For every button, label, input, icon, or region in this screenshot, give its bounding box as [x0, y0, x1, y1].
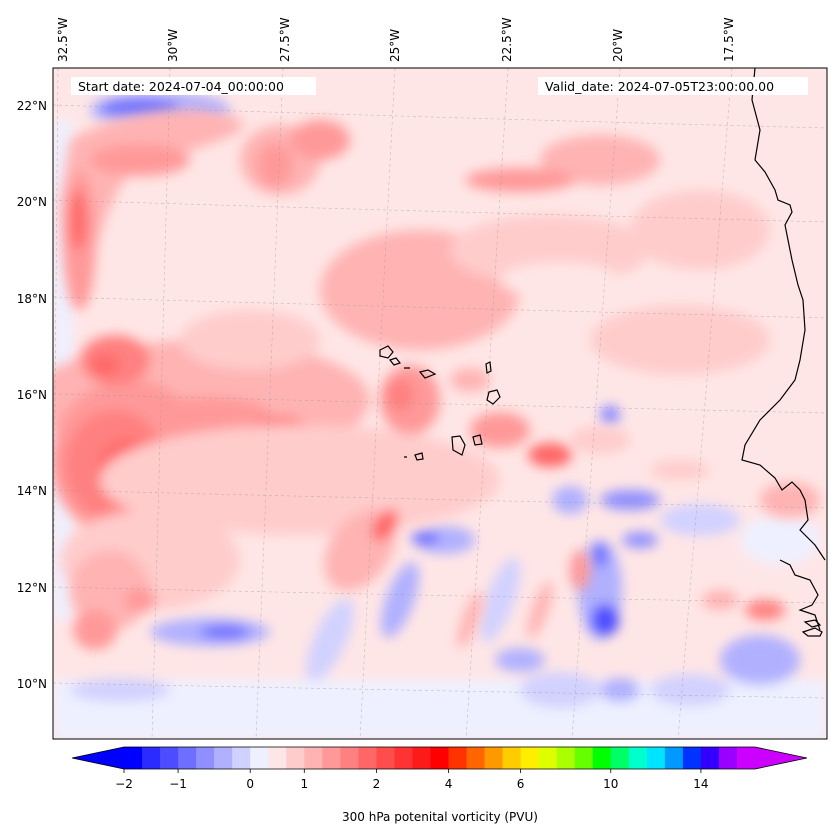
colorbar-segment — [412, 747, 431, 769]
lat-label: 14°N — [17, 484, 47, 498]
colorbar-segment — [286, 747, 305, 769]
colorbar-tick-label: 10 — [603, 777, 618, 791]
colorbar-segment — [178, 747, 197, 769]
lon-label: 20°W — [611, 29, 625, 62]
colorbar-segment — [268, 747, 287, 769]
colorbar-over-arrow — [755, 747, 807, 769]
colorbar-segment — [502, 747, 522, 769]
lat-label: 18°N — [17, 292, 47, 306]
lat-label: 22°N — [17, 99, 47, 113]
high-pv-areas — [53, 109, 820, 650]
colorbar-segment — [628, 747, 648, 769]
colorbar-tick-label: 0 — [246, 777, 254, 791]
colorbar-segment — [718, 747, 738, 769]
colorbar-tick-label: 1 — [300, 777, 308, 791]
colorbar-segment — [610, 747, 630, 769]
colorbar-tick-label: 4 — [445, 777, 453, 791]
colorbar-segment — [322, 747, 341, 769]
gridlines — [53, 68, 827, 739]
colorbar-tick-label: −2 — [115, 777, 133, 791]
start-date: Start date: 2024-07-04_00:00:00 — [78, 79, 284, 94]
map-frame — [52, 67, 828, 740]
valid-date: Valid_date: 2024-07-05T23:00:00.00 — [545, 79, 774, 94]
colorbar-segment — [232, 747, 251, 769]
colorbar-segment — [664, 747, 684, 769]
colorbar-segment — [430, 747, 450, 769]
colorbar-segment — [484, 747, 504, 769]
lon-label: 25°W — [388, 29, 402, 62]
cape-verde-islands — [379, 345, 501, 461]
colorbar-segment — [394, 747, 413, 769]
colorbar-ticks: −2 −1 0 1 2 4 6 10 14 — [115, 769, 709, 791]
lat-label: 10°N — [17, 677, 47, 691]
colorbar-segment — [592, 747, 612, 769]
lon-label: 17.5°W — [722, 17, 736, 62]
colorbar-segment — [466, 747, 486, 769]
colorbar-tick-label: 2 — [373, 777, 381, 791]
valid-date-box — [538, 77, 808, 95]
lat-label: 16°N — [17, 388, 47, 402]
colorbar-segment — [250, 747, 269, 769]
colorbar-tick-label: −1 — [169, 777, 187, 791]
colorbar-segment — [556, 747, 576, 769]
colorbar-segment — [358, 747, 377, 769]
colorbar-segment — [646, 747, 666, 769]
colorbar-segment — [700, 747, 720, 769]
colorbar-segment — [196, 747, 215, 769]
colorbar: −2 −1 0 1 2 4 6 10 14 300 hPa potenital vorticit… — [71, 746, 808, 824]
colorbar-segment — [142, 747, 161, 769]
lat-label: 12°N — [17, 581, 47, 595]
lon-label: 30°W — [166, 29, 180, 62]
colorbar-segments — [124, 747, 756, 769]
colorbar-segment — [736, 747, 756, 769]
colorbar-segment — [448, 747, 468, 769]
colorbar-segment — [574, 747, 594, 769]
colorbar-segment — [124, 747, 143, 769]
colorbar-tick-label: 14 — [693, 777, 708, 791]
coastlines — [379, 68, 826, 637]
colorbar-segment — [340, 747, 359, 769]
latitude-labels: 22°N 20°N 18°N 16°N 14°N 12°N 10°N — [17, 99, 47, 691]
lon-label: 32.5°W — [56, 17, 70, 62]
date-info: Start date: 2024-07-04_00:00:00 Valid_da… — [71, 77, 808, 95]
colorbar-tick-label: 6 — [517, 777, 525, 791]
colorbar-segment — [538, 747, 558, 769]
africa-coastline — [741, 68, 826, 561]
colorbar-segment — [214, 747, 233, 769]
colorbar-segment — [376, 747, 395, 769]
lon-label: 27.5°W — [278, 17, 292, 62]
colorbar-label: 300 hPa potenital vorticity (PVU) — [342, 810, 538, 824]
colorbar-under-arrow — [72, 747, 124, 769]
colorbar-segment — [160, 747, 179, 769]
start-date-box — [71, 77, 316, 95]
longitude-labels: 32.5°W 30°W 27.5°W 25°W 22.5°W 20°W 17.5… — [56, 17, 736, 62]
colorbar-segment — [304, 747, 323, 769]
colorbar-segment — [520, 747, 540, 769]
pv-field — [53, 68, 827, 739]
lon-label: 22.5°W — [500, 17, 514, 62]
lat-label: 20°N — [17, 195, 47, 209]
colorbar-segment — [682, 747, 702, 769]
